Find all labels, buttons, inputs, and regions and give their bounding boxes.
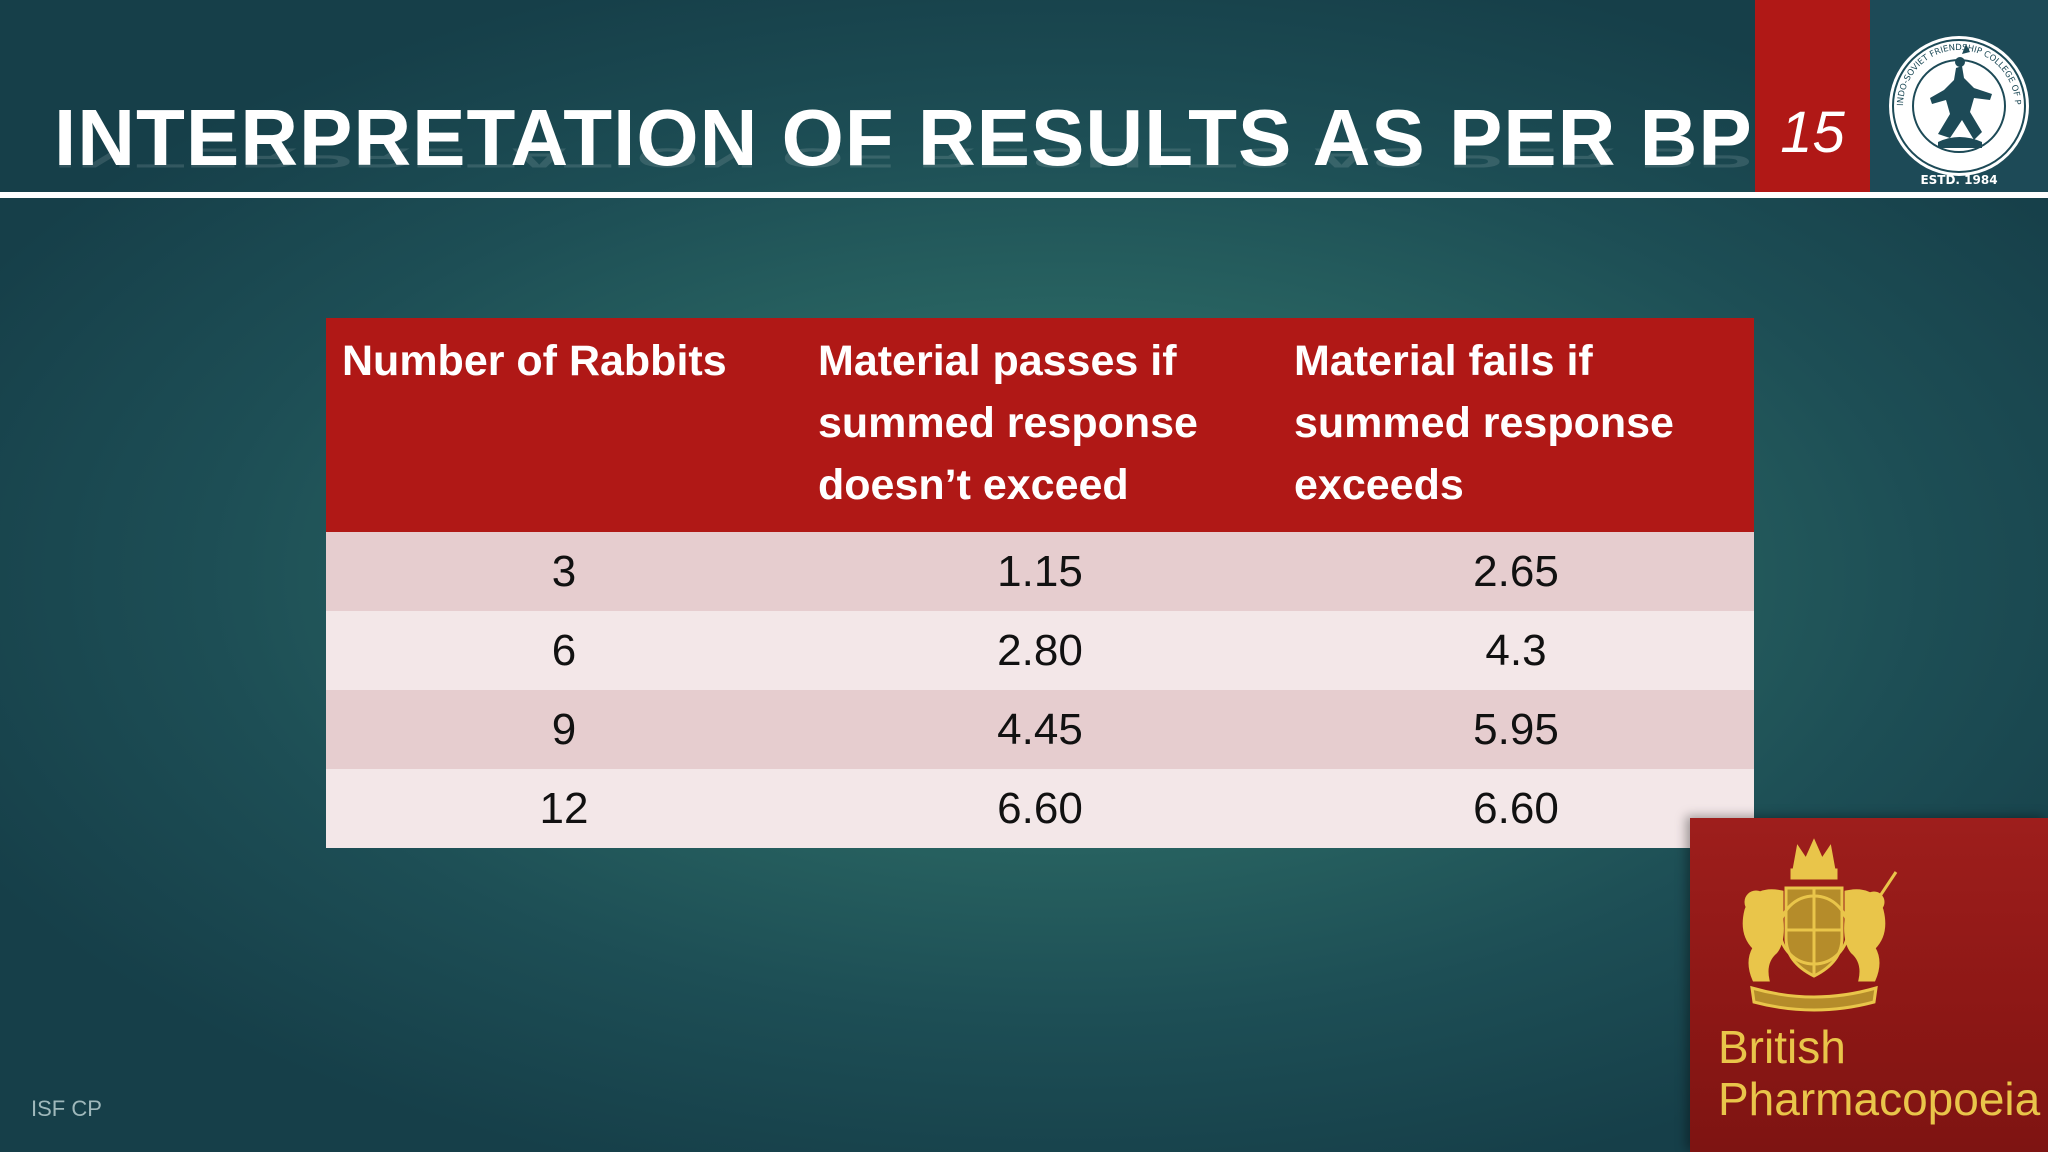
cell-fails: 6.60 <box>1278 769 1754 848</box>
cell-rabbits: 12 <box>326 769 802 848</box>
book-title-line2: Pharmacopoeia <box>1718 1073 2041 1125</box>
cell-rabbits: 9 <box>326 690 802 769</box>
cell-passes: 4.45 <box>802 690 1278 769</box>
slide-title: INTERPRETATION OF RESULTS AS PER BP <box>54 93 1753 182</box>
header-material-passes: Material passes if summed response doesn… <box>802 318 1278 532</box>
royal-coat-of-arms-icon <box>1742 838 1898 1012</box>
logo-established: ESTD. 1984 <box>1920 173 1997 184</box>
slide-number: 15 <box>1780 100 1845 165</box>
cell-rabbits: 6 <box>326 611 802 690</box>
cell-fails: 4.3 <box>1278 611 1754 690</box>
table-header-row: Number of Rabbits Material passes if sum… <box>326 318 1754 532</box>
book-title-line1: British <box>1718 1021 1846 1073</box>
cell-passes: 1.15 <box>802 532 1278 611</box>
header-material-fails: Material fails if summed response exceed… <box>1278 318 1754 532</box>
slide-number-box: 15 <box>1755 0 1870 192</box>
college-logo-box: INDO-SOVIET FRIENDSHIP COLLEGE OF PHARMA… <box>1870 0 2048 192</box>
cell-rabbits: 3 <box>326 532 802 611</box>
cell-fails: 2.65 <box>1278 532 1754 611</box>
cell-passes: 6.60 <box>802 769 1278 848</box>
title-divider <box>0 192 2048 198</box>
header-number-of-rabbits: Number of Rabbits <box>326 318 802 532</box>
table-row: 12 6.60 6.60 <box>326 769 1754 848</box>
college-logo-icon: INDO-SOVIET FRIENDSHIP COLLEGE OF PHARMA… <box>1878 8 2029 184</box>
table-row: 9 4.45 5.95 <box>326 690 1754 769</box>
footer-text: ISF CP <box>31 1096 102 1121</box>
title-bar: INTERPRETATION OF RESULTS AS PER BP INTE… <box>0 0 1756 192</box>
british-pharmacopoeia-cover: British Pharmacopoeia <box>1690 818 2048 1152</box>
table-row: 3 1.15 2.65 <box>326 532 1754 611</box>
table-row: 6 2.80 4.3 <box>326 611 1754 690</box>
cell-fails: 5.95 <box>1278 690 1754 769</box>
results-table: Number of Rabbits Material passes if sum… <box>326 318 1754 848</box>
cell-passes: 2.80 <box>802 611 1278 690</box>
